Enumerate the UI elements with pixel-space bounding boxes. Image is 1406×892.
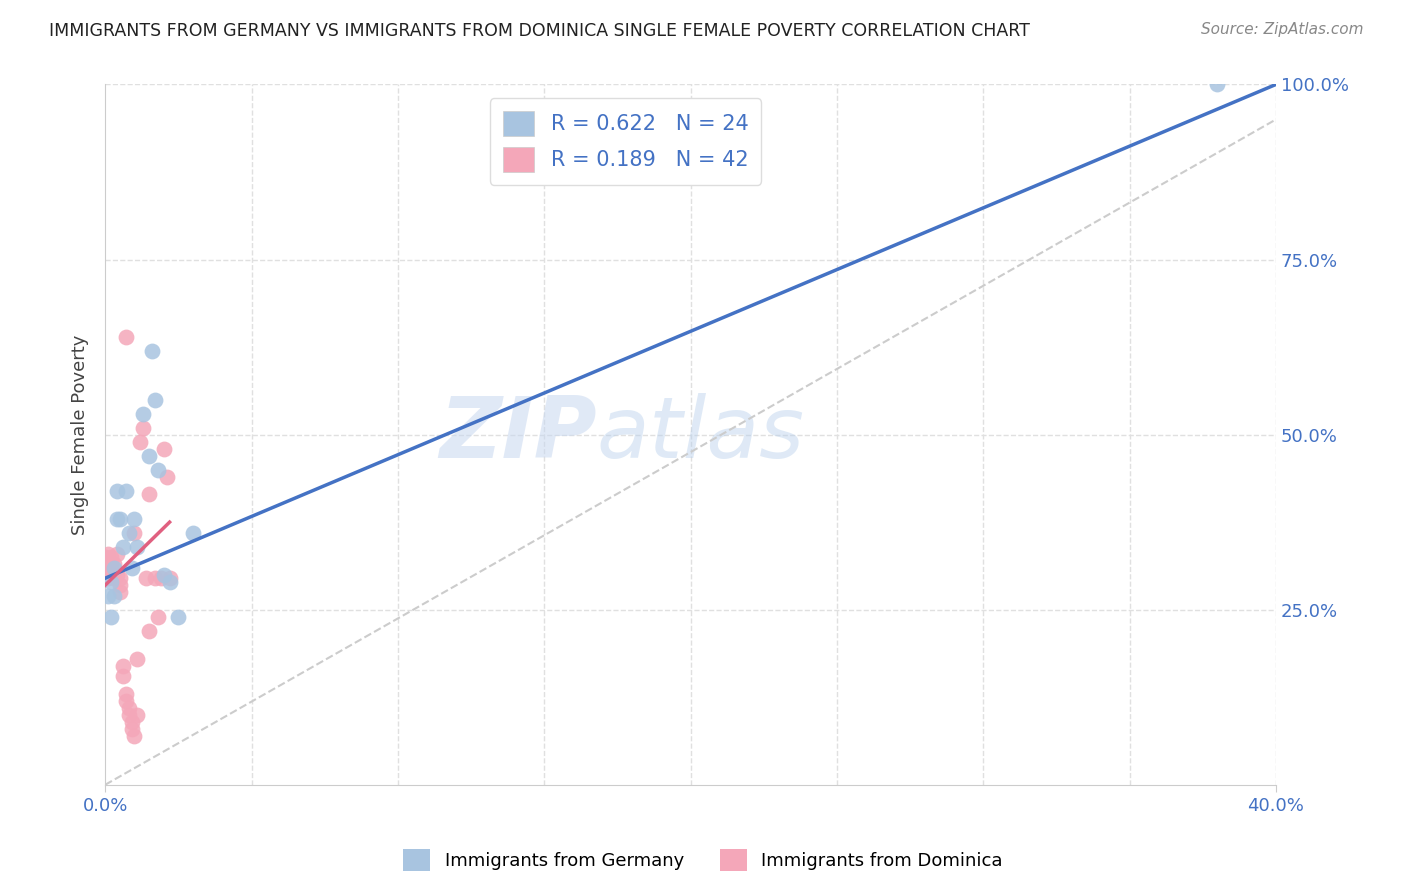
Point xyxy=(117,707,139,722)
Point xyxy=(132,407,155,421)
Point xyxy=(105,511,128,525)
Point xyxy=(105,567,128,582)
Point xyxy=(121,722,143,736)
Point xyxy=(143,571,166,585)
Point xyxy=(100,574,122,589)
Point xyxy=(114,687,136,701)
Point xyxy=(138,487,160,501)
Point xyxy=(129,434,152,449)
Point xyxy=(117,525,139,540)
Point xyxy=(94,564,117,578)
Point xyxy=(156,469,179,483)
Point xyxy=(111,540,134,554)
Point xyxy=(114,694,136,708)
Point xyxy=(138,449,160,463)
Point xyxy=(100,564,122,578)
Point xyxy=(103,557,125,571)
Point xyxy=(105,547,128,561)
Point xyxy=(94,557,117,571)
Point xyxy=(111,658,134,673)
Point xyxy=(108,585,131,599)
Point xyxy=(127,540,149,554)
Point xyxy=(152,567,174,582)
Point xyxy=(114,329,136,343)
Point xyxy=(97,547,120,561)
Point xyxy=(127,707,149,722)
Point xyxy=(149,571,172,585)
Point xyxy=(138,624,160,638)
Point xyxy=(100,609,122,624)
Text: IMMIGRANTS FROM GERMANY VS IMMIGRANTS FROM DOMINICA SINGLE FEMALE POVERTY CORREL: IMMIGRANTS FROM GERMANY VS IMMIGRANTS FR… xyxy=(49,22,1031,40)
Point xyxy=(167,609,190,624)
Point xyxy=(159,574,181,589)
Point xyxy=(100,557,122,571)
Point xyxy=(1206,78,1229,92)
Legend: Immigrants from Germany, Immigrants from Dominica: Immigrants from Germany, Immigrants from… xyxy=(396,842,1010,879)
Point xyxy=(146,462,169,476)
Point xyxy=(124,729,146,743)
Point xyxy=(108,578,131,592)
Point xyxy=(124,511,146,525)
Point xyxy=(97,571,120,585)
Point xyxy=(143,392,166,407)
Point xyxy=(97,557,120,571)
Point xyxy=(114,483,136,498)
Point xyxy=(152,442,174,456)
Point xyxy=(117,700,139,714)
Legend: R = 0.622   N = 24, R = 0.189   N = 42: R = 0.622 N = 24, R = 0.189 N = 42 xyxy=(491,98,761,185)
Point xyxy=(121,560,143,574)
Point xyxy=(111,669,134,683)
Point xyxy=(135,571,157,585)
Point xyxy=(97,589,120,603)
Point xyxy=(103,589,125,603)
Point xyxy=(132,420,155,434)
Point xyxy=(105,483,128,498)
Point xyxy=(159,571,181,585)
Point xyxy=(103,560,125,574)
Point xyxy=(108,571,131,585)
Point xyxy=(103,571,125,585)
Point xyxy=(146,609,169,624)
Point xyxy=(94,571,117,585)
Point xyxy=(100,550,122,565)
Text: Source: ZipAtlas.com: Source: ZipAtlas.com xyxy=(1201,22,1364,37)
Y-axis label: Single Female Poverty: Single Female Poverty xyxy=(72,334,89,535)
Text: ZIP: ZIP xyxy=(439,393,598,476)
Point xyxy=(97,564,120,578)
Point xyxy=(181,525,204,540)
Point xyxy=(94,550,117,565)
Point xyxy=(108,511,131,525)
Point xyxy=(141,343,163,358)
Point xyxy=(124,525,146,540)
Point xyxy=(121,714,143,729)
Text: atlas: atlas xyxy=(598,393,804,476)
Point xyxy=(127,651,149,665)
